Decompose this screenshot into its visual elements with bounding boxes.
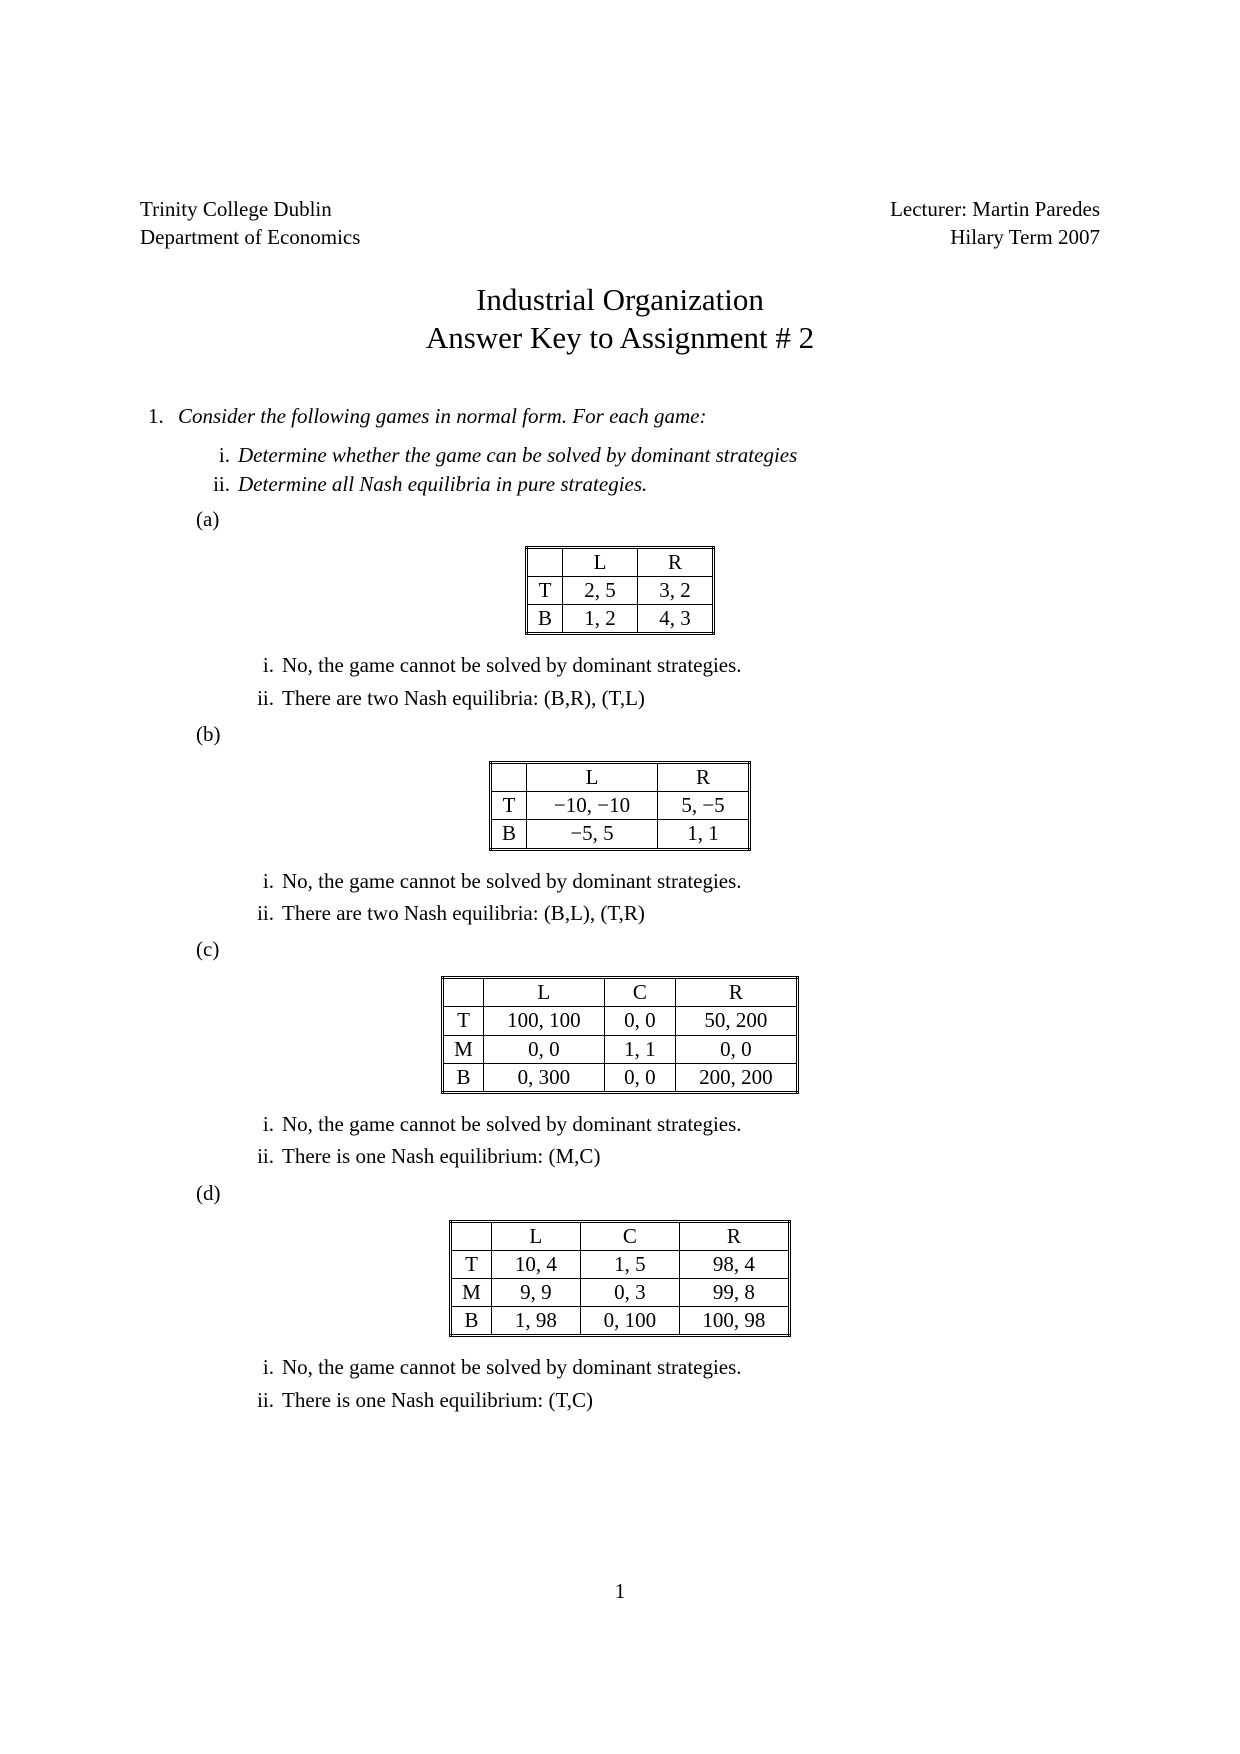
row-header: T xyxy=(451,1250,492,1278)
payoff-cell: 3, 2 xyxy=(638,576,714,604)
task-text-i: Determine whether the game can be solved… xyxy=(238,443,797,468)
answer-c-ii: There is one Nash equilibrium: (M,C) xyxy=(282,1142,600,1170)
payoff-cell: 200, 200 xyxy=(675,1063,797,1092)
page-number: 1 xyxy=(0,1579,1240,1604)
answer-label-ii: ii. xyxy=(240,1142,282,1170)
document-subtitle: Answer Key to Assignment # 2 xyxy=(140,320,1100,356)
payoff-cell: 2, 5 xyxy=(563,576,638,604)
lecturer-name: Lecturer: Martin Paredes xyxy=(890,195,1100,223)
payoff-cell: 98, 4 xyxy=(679,1250,789,1278)
answer-label-ii: ii. xyxy=(240,899,282,927)
answer-d-ii: There is one Nash equilibrium: (T,C) xyxy=(282,1386,593,1414)
row-header: M xyxy=(451,1279,492,1307)
answer-b-ii: There are two Nash equilibria: (B,L), (T… xyxy=(282,899,645,927)
payoff-cell: 1, 2 xyxy=(563,605,638,634)
payoff-cell: 1, 5 xyxy=(580,1250,679,1278)
payoff-cell: 0, 0 xyxy=(675,1035,797,1063)
col-header: L xyxy=(483,978,604,1007)
payoff-cell: −5, 5 xyxy=(527,820,658,849)
question-prompt: Consider the following games in normal f… xyxy=(178,404,706,429)
answer-a-ii: There are two Nash equilibria: (B,R), (T… xyxy=(282,684,645,712)
game-table-d: L C R T 10, 4 1, 5 98, 4 M 9, 9 0, 3 99,… xyxy=(449,1220,791,1338)
payoff-cell: 99, 8 xyxy=(679,1279,789,1307)
payoff-cell: 5, −5 xyxy=(658,792,750,820)
payoff-cell: 100, 98 xyxy=(679,1307,789,1336)
row-header: T xyxy=(443,1007,484,1035)
col-header: R xyxy=(675,978,797,1007)
document-header: Trinity College Dublin Department of Eco… xyxy=(140,195,1100,252)
col-header: L xyxy=(527,762,658,791)
payoff-cell: 9, 9 xyxy=(491,1279,580,1307)
answer-a-i: No, the game cannot be solved by dominan… xyxy=(282,651,742,679)
answer-label-i: i. xyxy=(240,1353,282,1381)
payoff-cell: 0, 0 xyxy=(604,1063,675,1092)
row-header: B xyxy=(490,820,526,849)
task-label-ii: ii. xyxy=(196,472,238,497)
document-title: Industrial Organization xyxy=(140,282,1100,318)
part-d-label: (d) xyxy=(196,1181,1100,1206)
answer-c-i: No, the game cannot be solved by dominan… xyxy=(282,1110,742,1138)
term-label: Hilary Term 2007 xyxy=(890,223,1100,251)
payoff-cell: 1, 98 xyxy=(491,1307,580,1336)
row-header: M xyxy=(443,1035,484,1063)
col-header: C xyxy=(580,1221,679,1250)
part-b-label: (b) xyxy=(196,722,1100,747)
answer-label-i: i. xyxy=(240,1110,282,1138)
payoff-cell: 0, 0 xyxy=(604,1007,675,1035)
row-header: B xyxy=(526,605,562,634)
payoff-cell: 0, 3 xyxy=(580,1279,679,1307)
answer-b-i: No, the game cannot be solved by dominan… xyxy=(282,867,742,895)
row-header: B xyxy=(451,1307,492,1336)
payoff-cell: −10, −10 xyxy=(527,792,658,820)
col-header: C xyxy=(604,978,675,1007)
payoff-cell: 0, 0 xyxy=(483,1035,604,1063)
col-header: R xyxy=(638,547,714,576)
department-name: Department of Economics xyxy=(140,223,360,251)
row-header: T xyxy=(490,792,526,820)
col-header: L xyxy=(491,1221,580,1250)
col-header: L xyxy=(563,547,638,576)
answer-label-ii: ii. xyxy=(240,1386,282,1414)
answer-label-i: i. xyxy=(240,867,282,895)
institution-name: Trinity College Dublin xyxy=(140,195,360,223)
payoff-cell: 4, 3 xyxy=(638,605,714,634)
part-c-label: (c) xyxy=(196,937,1100,962)
answer-d-i: No, the game cannot be solved by dominan… xyxy=(282,1353,742,1381)
game-table-c: L C R T 100, 100 0, 0 50, 200 M 0, 0 1, … xyxy=(441,976,799,1094)
question-number: 1. xyxy=(148,404,178,429)
game-table-a: L R T 2, 5 3, 2 B 1, 2 4, 3 xyxy=(525,546,715,636)
payoff-cell: 10, 4 xyxy=(491,1250,580,1278)
payoff-cell: 1, 1 xyxy=(604,1035,675,1063)
payoff-cell: 1, 1 xyxy=(658,820,750,849)
row-header: T xyxy=(526,576,562,604)
task-label-i: i. xyxy=(196,443,238,468)
payoff-cell: 0, 100 xyxy=(580,1307,679,1336)
col-header: R xyxy=(658,762,750,791)
row-header: B xyxy=(443,1063,484,1092)
payoff-cell: 0, 300 xyxy=(483,1063,604,1092)
payoff-cell: 50, 200 xyxy=(675,1007,797,1035)
payoff-cell: 100, 100 xyxy=(483,1007,604,1035)
part-a-label: (a) xyxy=(196,507,1100,532)
answer-label-i: i. xyxy=(240,651,282,679)
task-text-ii: Determine all Nash equilibria in pure st… xyxy=(238,472,647,497)
answer-label-ii: ii. xyxy=(240,684,282,712)
col-header: R xyxy=(679,1221,789,1250)
game-table-b: L R T −10, −10 5, −5 B −5, 5 1, 1 xyxy=(489,761,751,851)
